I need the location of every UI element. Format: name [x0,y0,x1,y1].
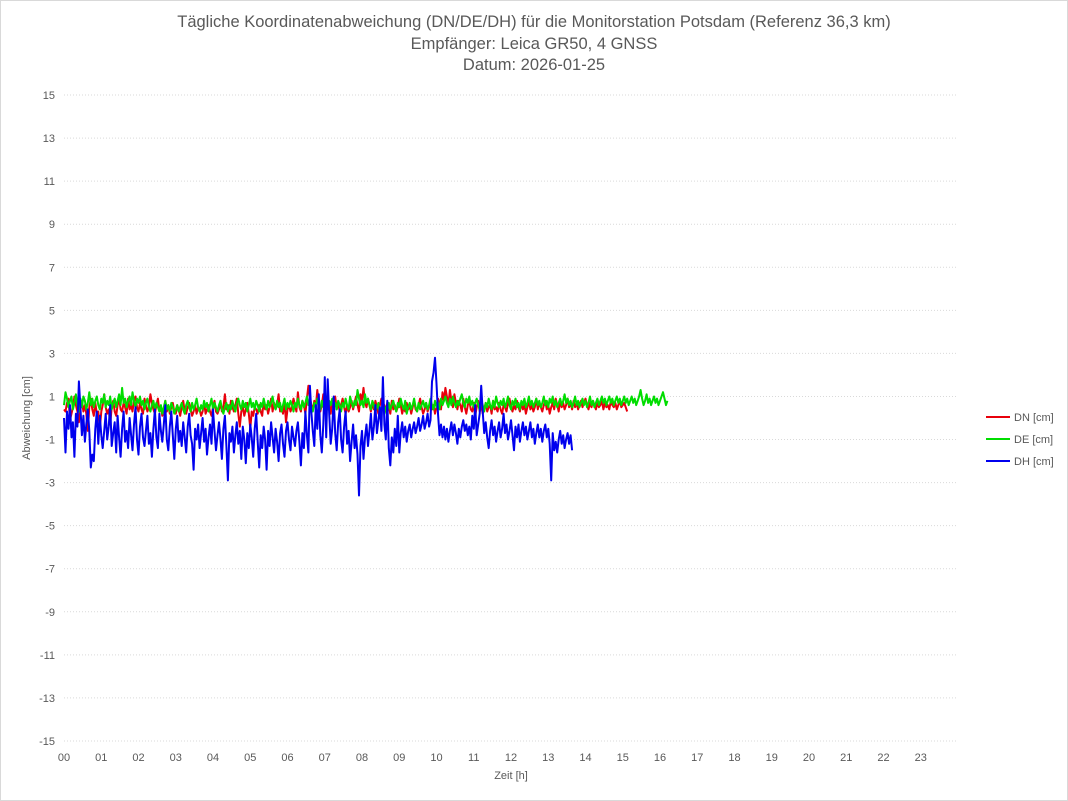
x-tick-label: 08 [356,752,368,764]
chart-title: Tägliche Koordinatenabweichung (DN/DE/DH… [177,13,891,31]
x-tick-label: 19 [766,752,778,764]
x-tick-label: 14 [579,752,591,764]
chart-title-block: Tägliche Koordinatenabweichung (DN/DE/DH… [0,12,1068,77]
x-tick-label: 04 [207,752,219,764]
x-tick-label: 17 [691,752,703,764]
x-axis-label: Zeit [h] [494,770,528,782]
y-tick-label: 1 [49,391,55,403]
y-tick-label: -15 [39,736,55,748]
x-tick-label: 13 [542,752,554,764]
x-tick-label: 11 [468,752,479,764]
legend: DN [cm] DE [cm] DH [cm] [986,412,1054,468]
legend-label-dh: DH [cm] [1014,456,1054,468]
legend-label-de: DE [cm] [1014,434,1053,446]
grid-lines [64,94,958,742]
y-tick-label: 7 [49,262,55,274]
series-line-dh [63,356,574,497]
x-tick-label: 00 [58,752,70,764]
x-tick-label: 01 [95,752,107,764]
x-tick-label: 02 [132,752,144,764]
x-tick-label: 18 [728,752,740,764]
x-tick-label: 06 [281,752,293,764]
x-tick-labels: 00 01 02 03 04 05 06 07 08 09 10 11 12 13 14 15 16 17 18 19… [58,752,927,764]
y-tick-label: 13 [43,133,55,145]
x-tick-label: 23 [915,752,927,764]
legend-label-dn: DN [cm] [1014,412,1054,424]
y-tick-label: -9 [45,607,55,619]
x-tick-label: 09 [393,752,405,764]
chart-date: Datum: 2026-01-25 [462,56,606,74]
x-tick-label: 20 [803,752,815,764]
y-tick-label: 9 [49,219,55,231]
y-tick-label: 3 [49,348,55,360]
y-tick-label: 11 [44,176,55,188]
chart-subtitle: Empfänger: Leica GR50, 4 GNSS [410,34,658,53]
x-tick-label: 16 [654,752,666,764]
series-line-de [63,386,669,417]
y-tick-label: -11 [40,650,55,662]
x-tick-label: 22 [877,752,889,764]
x-tick-label: 21 [840,752,852,764]
x-tick-label: 12 [505,752,517,764]
y-tick-label: 5 [49,305,55,317]
x-tick-label: 10 [430,752,442,764]
x-tick-label: 05 [244,752,256,764]
y-tick-label: -13 [39,693,55,705]
y-tick-label: -1 [45,435,55,447]
y-tick-labels: 15 13 11 9 7 5 3 1 -1 -3 -5 -7 -9 -11 -13 -15 [39,90,55,748]
x-tick-label: 03 [170,752,182,764]
y-tick-label: -5 [45,521,55,533]
series-lines [63,356,669,497]
y-tick-label: -3 [45,478,55,490]
x-tick-label: 07 [319,752,331,764]
x-tick-label: 15 [617,752,629,764]
y-axis-label: Abweichung [cm] [21,376,33,460]
y-tick-label: 15 [43,90,55,102]
y-tick-label: -7 [45,564,55,576]
